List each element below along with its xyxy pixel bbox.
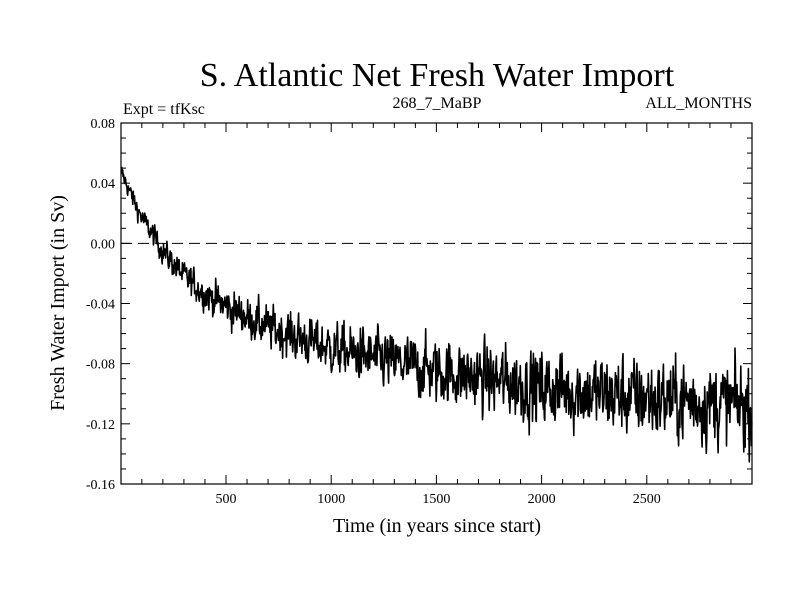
y-tick-label: -0.12 bbox=[86, 418, 115, 433]
y-axis: 0.08 0.04 0.00 -0.04 -0.08 -0.12 -0.16 bbox=[86, 117, 752, 493]
months-label: ALL_MONTHS bbox=[645, 95, 752, 112]
x-tick-label: 1500 bbox=[422, 492, 450, 507]
fresh-water-series-line bbox=[120, 166, 753, 463]
y-axis-label: Fresh Water Import (in Sv) bbox=[47, 195, 69, 411]
experiment-label: Expt = tfKsc bbox=[123, 101, 205, 118]
x-tick-label: 1000 bbox=[317, 492, 345, 507]
y-tick-label: 0.00 bbox=[91, 237, 116, 252]
x-tick-label: 500 bbox=[215, 492, 236, 507]
x-axis-label: Time (in years since start) bbox=[333, 515, 541, 537]
y-tick-label: 0.08 bbox=[91, 117, 116, 132]
y-tick-label: -0.04 bbox=[86, 298, 115, 313]
y-tick-label: 0.04 bbox=[91, 177, 116, 192]
y-tick-label: -0.16 bbox=[86, 478, 115, 493]
run-label: 268_7_MaBP bbox=[393, 95, 482, 112]
x-axis: 500 1000 1500 2000 2500 bbox=[141, 123, 732, 507]
y-tick-label: -0.08 bbox=[86, 358, 115, 373]
chart-title: S. Atlantic Net Fresh Water Import bbox=[200, 57, 675, 94]
x-tick-label: 2000 bbox=[528, 492, 556, 507]
plot-area bbox=[120, 122, 753, 485]
x-tick-label: 2500 bbox=[633, 492, 661, 507]
